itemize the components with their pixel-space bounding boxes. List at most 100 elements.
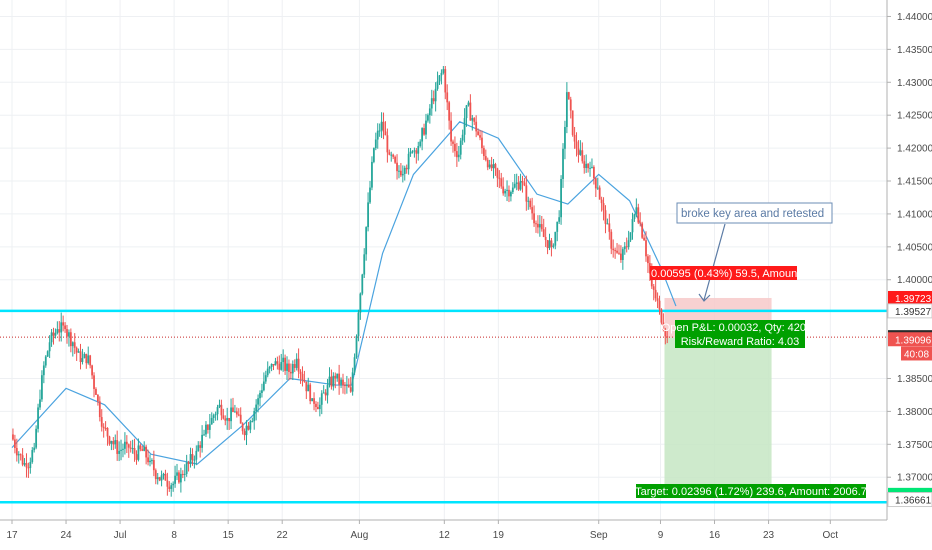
candle-body <box>517 182 520 190</box>
candle <box>577 140 580 163</box>
candle-body <box>264 375 267 382</box>
candle-body <box>39 399 41 408</box>
price-label-text: 1.39096 <box>895 335 932 346</box>
candle <box>305 381 308 400</box>
candle <box>521 175 524 193</box>
candle <box>151 458 153 465</box>
annotation-box <box>676 202 833 224</box>
candle <box>66 324 68 344</box>
candle <box>467 100 470 107</box>
candle-body <box>205 424 207 435</box>
candle-body <box>455 151 458 158</box>
candle-body <box>19 454 22 456</box>
candle-body <box>193 459 196 461</box>
candle-body <box>403 167 406 174</box>
candle <box>293 359 296 372</box>
candle <box>122 443 124 458</box>
candle-body <box>396 162 398 172</box>
candle <box>413 147 416 158</box>
candle-body <box>272 364 275 366</box>
candle-body <box>174 475 176 484</box>
candle-body <box>50 332 53 343</box>
candle-body <box>390 154 393 156</box>
candle-body <box>93 375 95 389</box>
candle-body <box>201 434 204 448</box>
candle-body <box>247 425 250 430</box>
price-tick-label: 1.41500 <box>897 177 932 188</box>
candle-body <box>486 159 489 168</box>
candle <box>139 443 142 452</box>
candle-body <box>494 164 497 169</box>
candle <box>135 450 138 465</box>
candle-body <box>151 460 153 462</box>
candle-body <box>303 379 306 382</box>
risk-reward-label-text: Risk/Reward Ratio: 4.03 <box>681 336 800 348</box>
candle <box>369 180 371 204</box>
candle <box>428 104 431 124</box>
candle <box>37 403 39 433</box>
candle-body <box>475 121 478 132</box>
candle <box>124 432 126 455</box>
candle <box>517 176 520 191</box>
candle-body <box>124 441 126 449</box>
candle <box>434 82 437 112</box>
candle <box>527 196 530 210</box>
candle-body <box>178 472 180 483</box>
candle-body <box>239 414 242 424</box>
candle <box>332 372 335 391</box>
candle <box>633 213 636 222</box>
candle-body <box>401 173 404 176</box>
candle <box>623 242 626 255</box>
candle <box>469 94 472 121</box>
candle-body <box>139 445 142 450</box>
candle <box>660 308 663 325</box>
candle-body <box>565 92 568 128</box>
candle-body <box>214 414 217 416</box>
candle <box>13 434 16 454</box>
candle <box>652 283 655 301</box>
candle <box>357 309 360 342</box>
candle <box>525 175 528 211</box>
price-tick-label: 1.44000 <box>897 12 932 23</box>
candle <box>289 363 292 380</box>
candle-body <box>143 446 146 451</box>
candle <box>311 398 314 402</box>
candle-body <box>33 447 36 451</box>
candle <box>249 419 252 434</box>
candle-body <box>643 237 645 241</box>
candle <box>106 427 109 446</box>
candle-body <box>158 477 161 481</box>
candle-body <box>64 325 66 330</box>
candle <box>490 156 493 172</box>
candle <box>380 112 383 139</box>
candle-body <box>259 392 261 399</box>
candle-body <box>12 434 14 440</box>
candle-body <box>571 110 574 135</box>
candle <box>409 147 412 157</box>
price-tick-label: 1.38500 <box>897 374 932 385</box>
candle <box>461 129 464 145</box>
candle-body <box>345 384 348 386</box>
candle-body <box>206 424 209 430</box>
candle <box>137 438 140 462</box>
candle-body <box>27 467 30 469</box>
target-label: Target: 0.02396 (1.72%) 239.6, Amount: 2… <box>635 484 867 498</box>
candle-body <box>606 223 609 225</box>
candle-body <box>427 115 429 121</box>
candle-body <box>473 118 476 122</box>
candle <box>266 361 269 378</box>
candle <box>270 363 273 372</box>
candle <box>185 454 188 477</box>
candle-body <box>37 407 39 429</box>
candle <box>631 212 634 240</box>
candle-body <box>166 480 169 487</box>
candle-body <box>573 134 576 142</box>
candle <box>176 463 178 481</box>
candle <box>112 437 115 451</box>
candle <box>83 352 86 359</box>
candle-body <box>604 210 607 224</box>
candle <box>372 147 375 164</box>
candle-body <box>585 163 588 169</box>
